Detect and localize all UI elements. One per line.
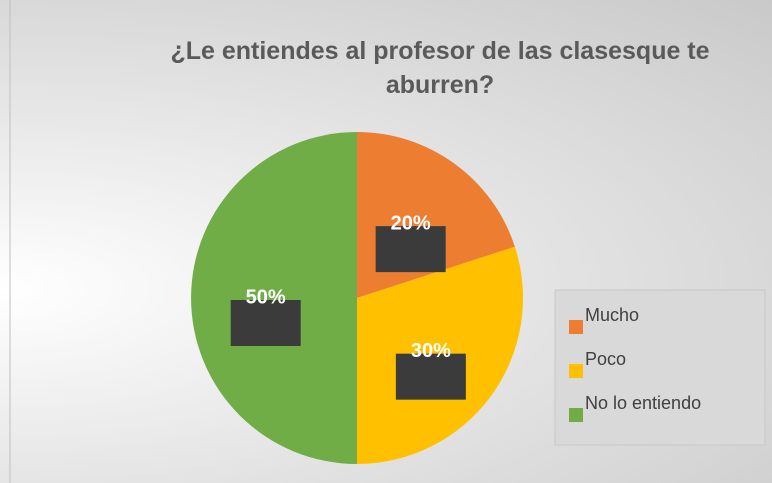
label-box bbox=[230, 300, 301, 346]
chart-title: ¿Le entiendes al profesor de las clasesq… bbox=[170, 37, 710, 99]
legend-swatch bbox=[569, 408, 583, 422]
label-box bbox=[395, 353, 466, 400]
data-label: 50% bbox=[246, 286, 286, 308]
legend-label: Poco bbox=[585, 349, 626, 369]
data-label: 20% bbox=[391, 212, 431, 234]
legend-swatch bbox=[569, 320, 583, 334]
data-label: 30% bbox=[411, 340, 451, 362]
legend-swatch bbox=[569, 364, 583, 378]
pie-slice bbox=[191, 132, 357, 464]
legend-box bbox=[554, 289, 766, 446]
legend-label: No lo entiendo bbox=[585, 393, 701, 413]
legend-label: Mucho bbox=[585, 305, 639, 325]
label-box bbox=[375, 226, 446, 273]
